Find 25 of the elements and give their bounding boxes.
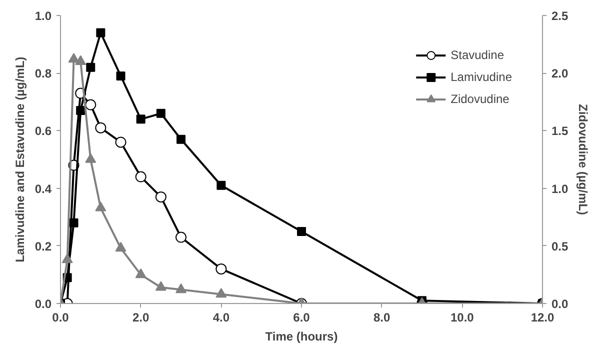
y2-tick-label: 2.0	[552, 66, 569, 81]
y2-tick-label: 1.0	[552, 182, 569, 196]
legend-label: Lamivudine	[450, 70, 512, 84]
x-axis-title: Time (hours)	[265, 330, 338, 344]
x-tick-label: 10.0	[450, 310, 474, 324]
y-axis-title: Lamivudine and Estavudine (µg/mL)	[12, 56, 27, 262]
y-tick-label: 0.2	[34, 239, 52, 254]
y-tick-label: 0.4	[34, 182, 52, 196]
y-tick-label: 1.0	[34, 9, 52, 23]
x-tick-label: 2.0	[132, 310, 150, 324]
x-tick-label: 6.0	[293, 310, 310, 324]
legend-label: Stavudine	[450, 48, 504, 62]
y2-tick-label: 1.5	[552, 124, 569, 138]
y-tick-label: 0.8	[34, 66, 52, 81]
x-tick-label: 8.0	[373, 310, 390, 324]
y-tick-label: 0.0	[34, 297, 52, 311]
x-tick-label: 12.0	[530, 310, 555, 324]
y-tick-label: 0.6	[34, 124, 52, 138]
x-tick-label: 4.0	[212, 310, 230, 324]
y2-tick-label: 0.0	[552, 297, 569, 311]
x-tick-label: 0.0	[52, 310, 70, 324]
y2-tick-label: 2.5	[552, 9, 569, 23]
y2-tick-label: 0.5	[552, 239, 569, 254]
legend-label: Zidovudine	[450, 92, 510, 106]
y2-axis-title: Zidovudine (µg/mL)	[576, 104, 590, 215]
